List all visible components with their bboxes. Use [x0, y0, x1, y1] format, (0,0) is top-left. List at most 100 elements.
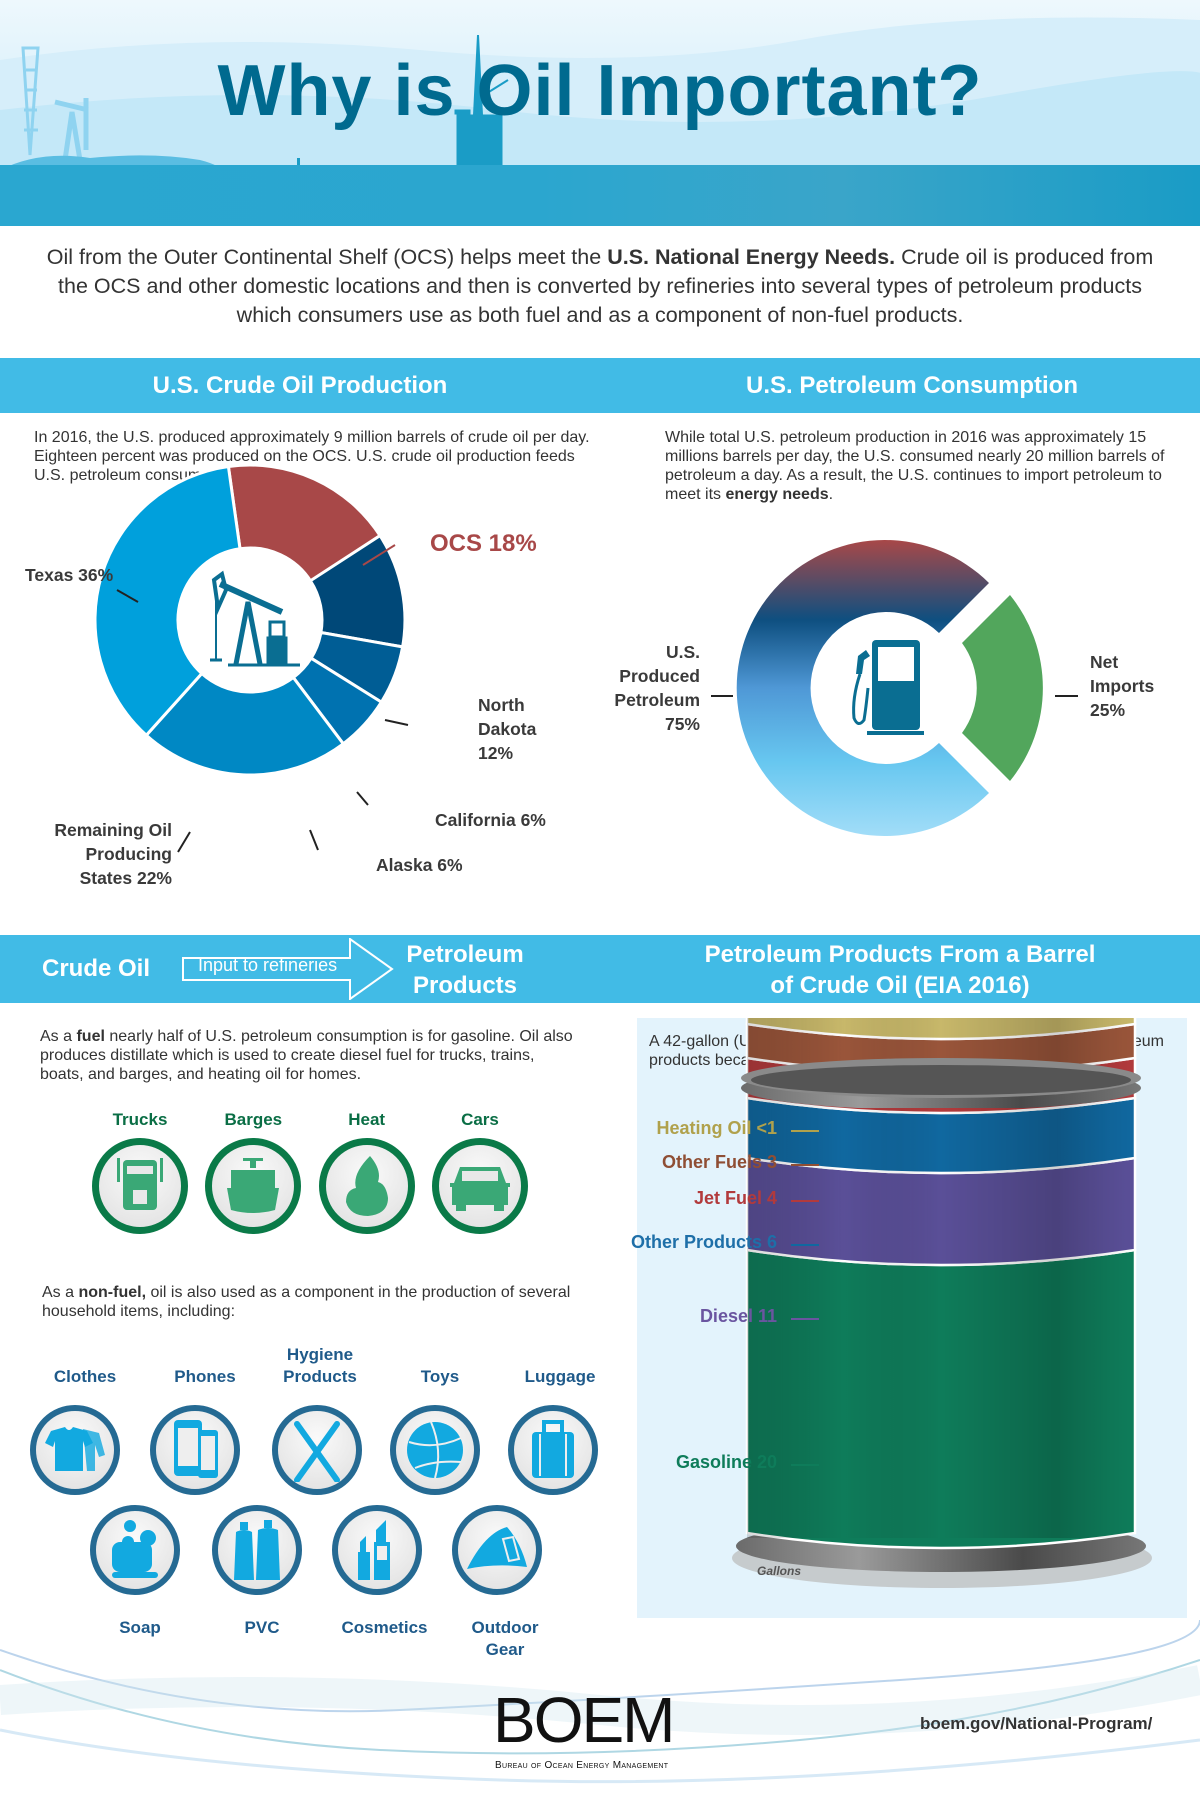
production-paragraph: In 2016, the U.S. produced approximately…	[34, 429, 590, 484]
fuel-item-label: Cars	[461, 1110, 499, 1129]
crude-oil-label: Crude Oil	[42, 955, 151, 982]
label-net-imports: Net Imports 25%	[1090, 650, 1154, 722]
slice-net-imports	[962, 595, 1043, 781]
section-band-1: U.S. Crude Oil Production U.S. Petroleum…	[0, 358, 1200, 413]
nonfuel-text-continued: oil is also used as a component in the p…	[42, 1284, 571, 1320]
layer-label-jet-fuel: Jet Fuel 4	[693, 1188, 777, 1208]
label-california: California 6%	[435, 810, 546, 830]
label-produced-line1: U.S.	[665, 642, 700, 662]
tick-jet-fuel	[791, 1200, 819, 1202]
nonfuel-label-soap: Soap	[119, 1618, 161, 1637]
production-leader-lines	[116, 544, 409, 853]
decorative-waves	[0, 1620, 1200, 1784]
page-title: Why is Oil Important?	[217, 51, 983, 131]
luggage-icon	[508, 1405, 598, 1495]
soap-icon	[90, 1505, 180, 1595]
barrel-heading: Petroleum Products From a Barrel of Crud…	[600, 939, 1200, 1001]
nonfuel-label-toys: Toys	[420, 1367, 460, 1386]
refinery-arrow-icon	[182, 938, 394, 1000]
footer-url-link[interactable]: boem.gov/National-Program/	[920, 1714, 1153, 1733]
fuel-text: As a	[40, 1028, 77, 1045]
tick-other-products	[791, 1244, 819, 1246]
layer-label-other-products: Other Products 6	[630, 1232, 777, 1252]
boem-logo-subtitle: Bureau of Ocean Energy Management	[495, 1760, 669, 1771]
nonfuel-text: As a	[42, 1284, 79, 1301]
nonfuel-label-cosmetics: Cosmetics	[341, 1618, 428, 1637]
toothbrush-icon	[272, 1405, 362, 1495]
nonfuel-label-luggage: Luggage	[524, 1367, 596, 1386]
tick-gasoline	[791, 1464, 819, 1466]
fuel-paragraph: As a fuel nearly half of U.S. petroleum …	[40, 1027, 580, 1084]
petroleum-products-line1: Petroleum	[406, 941, 524, 968]
fuel-item-barges: Barges	[198, 1110, 308, 1234]
fuel-bold-text: fuel	[76, 1028, 105, 1045]
flame-icon	[318, 1138, 415, 1234]
nonfuel-bold-text: non-fuel,	[78, 1284, 147, 1301]
ball-icon	[390, 1405, 480, 1495]
consumption-text: While total U.S. petroleum production in…	[665, 429, 1165, 503]
header-banner: Why is Oil Important?	[0, 0, 1200, 226]
nonfuel-label-clothes: Clothes	[53, 1367, 117, 1386]
consumption-leader-lines	[711, 695, 1078, 697]
intro-text: Oil from the Outer Continental Shelf (OC…	[46, 245, 608, 269]
sea-surface	[0, 165, 1200, 226]
consumption-text-end: .	[828, 486, 834, 503]
slice-remaining	[144, 671, 346, 775]
barrel-chart-panel: A 42-gallon (U.S.) barrel of crude oil y…	[631, 1018, 1187, 1618]
unit-label: Gallons	[757, 1564, 802, 1578]
label-remaining-line1: Remaining Oil	[54, 820, 172, 840]
label-produced-line4: 75%	[664, 714, 700, 734]
layer-label-heating-oil: Heating Oil <1	[656, 1118, 777, 1138]
nonfuel-label-hygiene: Hygiene Products	[283, 1345, 357, 1386]
label-north-dakota-line3: 12%	[478, 743, 514, 763]
section-band-2: Crude Oil Input to refineries Petroleum …	[0, 935, 1200, 1003]
intro-paragraph: Oil from the Outer Continental Shelf (OC…	[30, 243, 1170, 330]
slice-ocs	[226, 465, 383, 585]
barge-icon	[205, 1138, 302, 1234]
barrel-lid	[741, 1058, 1141, 1108]
boem-logo: BOEM	[493, 1684, 675, 1756]
tick-diesel	[791, 1318, 819, 1320]
nonfuel-label-phones: Phones	[174, 1367, 236, 1386]
nonfuel-label-outdoor-gear: Outdoor Gear	[471, 1618, 539, 1659]
label-remaining-line2: Producing	[85, 844, 172, 864]
fuel-item-heat: Heat	[312, 1110, 422, 1234]
barrel-heading-line2: of Crude Oil (EIA 2016)	[770, 972, 1030, 999]
fuel-item-cars: Cars	[425, 1110, 535, 1234]
fuel-item-label: Trucks	[112, 1110, 168, 1129]
layer-label-other-fuels: Other Fuels 3	[661, 1152, 777, 1172]
label-ocs: OCS 18%	[430, 530, 537, 557]
bottles-icon	[212, 1505, 302, 1595]
label-produced-line3: Petroleum	[614, 690, 700, 710]
crude-production-donut-chart	[95, 465, 405, 775]
tent-icon	[452, 1505, 542, 1595]
nonfuel-label-pvc: PVC	[244, 1618, 280, 1637]
barrel-heading-line1: Petroleum Products From a Barrel	[704, 941, 1096, 968]
gas-pump-icon	[852, 640, 924, 735]
label-us-produced: U.S. Produced Petroleum 75%	[610, 640, 700, 736]
refinery-arrow-label: Input to refineries	[198, 955, 338, 975]
label-remaining-states: Remaining Oil Producing States 22%	[20, 818, 172, 890]
clothes-icon	[30, 1405, 120, 1495]
intro-bold-text: U.S. National Energy Needs.	[607, 245, 896, 269]
lipstick-icon	[332, 1505, 422, 1595]
tick-heating-oil	[791, 1130, 819, 1132]
consumption-heading: U.S. Petroleum Consumption	[745, 372, 1078, 399]
layer-label-diesel: Diesel 11	[699, 1306, 777, 1326]
intro-text-continued: Crude oil is produced from the OCS and o…	[58, 245, 1154, 327]
label-texas: Texas 36%	[25, 565, 114, 585]
fuel-item-label: Heat	[348, 1110, 386, 1129]
petroleum-products-line2: Products	[412, 972, 517, 999]
consumption-bold-text: energy needs	[725, 486, 829, 503]
label-north-dakota-line1: North	[478, 695, 525, 715]
fuel-item-trucks: Trucks	[85, 1110, 195, 1234]
label-imports-line2: Imports	[1090, 676, 1155, 696]
label-north-dakota: North Dakota 12%	[478, 693, 536, 765]
consumption-paragraph: While total U.S. petroleum production in…	[665, 428, 1185, 504]
pumpjack-icon	[210, 570, 300, 667]
consumption-donut-chart	[736, 540, 1043, 836]
truck-icon	[92, 1138, 188, 1234]
phone-icon	[150, 1405, 240, 1495]
label-produced-line2: Produced	[619, 666, 700, 686]
label-remaining-line3: States 22%	[79, 868, 172, 888]
